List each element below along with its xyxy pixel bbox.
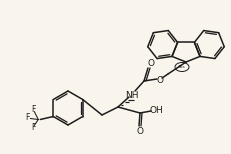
Text: F: F [31, 123, 35, 132]
Text: OH: OH [149, 105, 162, 115]
Text: O: O [136, 126, 143, 136]
Text: F: F [25, 113, 29, 122]
Text: O: O [156, 75, 163, 85]
Text: Abs: Abs [177, 65, 185, 69]
Text: NH: NH [125, 91, 138, 99]
Text: F: F [31, 105, 35, 114]
Text: O: O [147, 59, 154, 67]
